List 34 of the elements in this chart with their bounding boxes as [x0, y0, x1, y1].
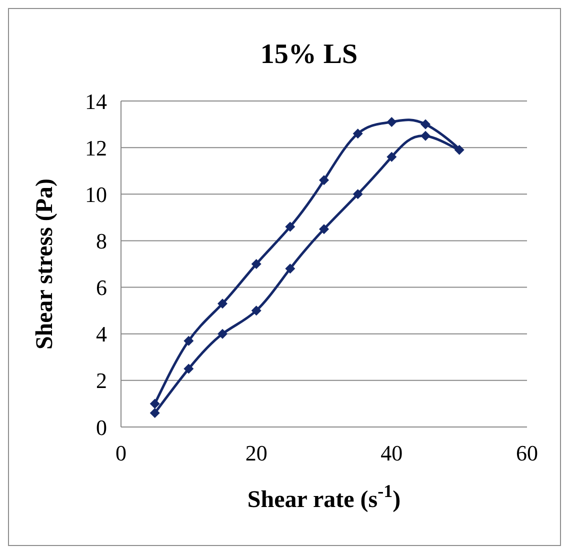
y-tick-label: 2	[96, 368, 107, 394]
point	[386, 152, 397, 162]
point	[251, 259, 262, 269]
chart-title: 15% LS	[259, 39, 359, 71]
y-tick-label: 14	[85, 88, 107, 114]
point	[352, 128, 363, 139]
y-tick-label: 10	[85, 182, 107, 207]
x-tick-label: 20	[245, 440, 268, 466]
y-tick-label: 0	[96, 414, 107, 440]
point	[285, 222, 296, 232]
point	[218, 298, 228, 309]
x-axis-title: Shear rate (s$^{-1}$)	[247, 481, 401, 513]
point	[420, 119, 430, 130]
y-axis-title: Shear stress (Pa)	[32, 178, 58, 350]
point	[352, 189, 363, 200]
y-tick-label: 4	[96, 322, 107, 347]
x-tick-label: 40	[380, 440, 403, 466]
point	[184, 336, 194, 346]
point	[285, 264, 296, 274]
point	[150, 408, 160, 418]
x-tick-label: 0	[116, 440, 126, 466]
point	[251, 306, 262, 316]
point	[218, 328, 228, 339]
point	[319, 175, 329, 186]
y-tick-label: 12	[85, 135, 107, 160]
y-tick-label: 6	[96, 275, 107, 300]
point	[150, 398, 160, 409]
point	[386, 116, 397, 127]
y-tick-label: 8	[96, 228, 107, 254]
point	[420, 130, 430, 141]
point	[319, 224, 329, 234]
x-tick-label: 60	[516, 440, 538, 466]
point	[454, 144, 464, 155]
point	[184, 364, 194, 374]
